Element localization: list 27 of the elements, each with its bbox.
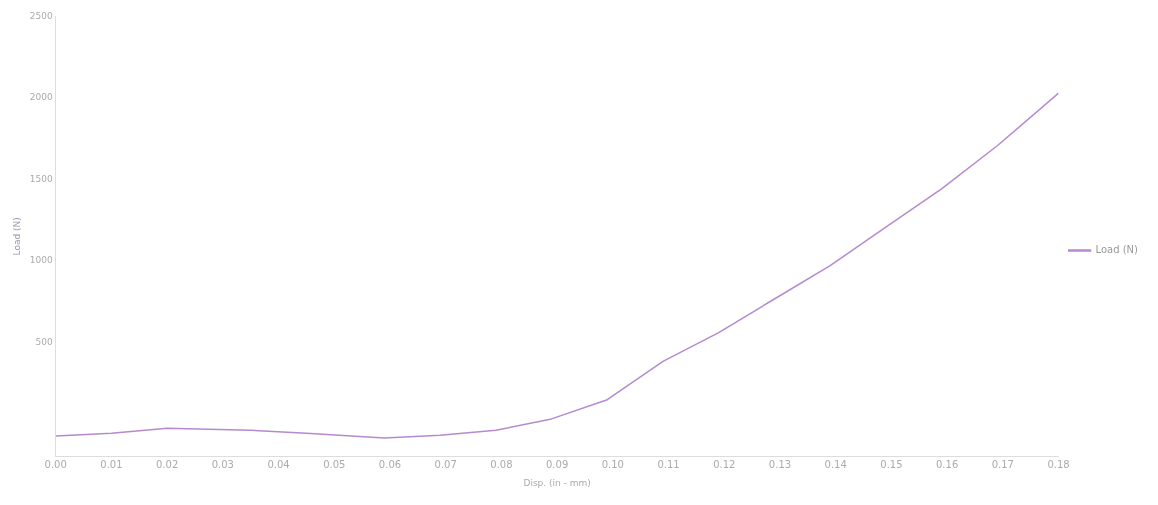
- y-tick-label: 500: [35, 336, 53, 347]
- y-tick-label: 1500: [29, 173, 53, 184]
- x-tick-label: 0.07: [434, 458, 457, 470]
- y-tick-label: 1000: [29, 255, 53, 266]
- x-tick-label: 0.14: [824, 458, 847, 470]
- x-tick-label: 0.10: [601, 458, 624, 470]
- x-tick-label: 0.02: [156, 458, 179, 470]
- x-axis-title: Disp. (in - mm): [523, 477, 591, 488]
- y-tick-label: 2500: [29, 10, 53, 21]
- x-tick-label: 0.09: [545, 458, 569, 470]
- x-tick-label: 0.06: [378, 458, 402, 470]
- x-tick-label: 0.08: [490, 458, 513, 470]
- x-tick-label: 0.03: [211, 458, 234, 470]
- x-tick-label: 0.05: [323, 458, 346, 470]
- legend-label: Load (N): [1095, 244, 1139, 256]
- x-tick-label: 0.04: [267, 458, 290, 470]
- x-tick-label: 0.16: [935, 458, 959, 470]
- x-tick-label: 0.01: [100, 458, 123, 470]
- x-tick-label: 0.17: [991, 458, 1014, 470]
- x-tick-label: 0.11: [657, 458, 680, 470]
- x-tick-label: 0.18: [1047, 458, 1070, 470]
- x-tick-label: 0.15: [880, 458, 903, 470]
- y-tick-label: 2000: [29, 92, 53, 103]
- x-tick-label: 0.13: [768, 458, 792, 470]
- y-axis-title: Load (N): [11, 217, 22, 256]
- x-tick-label: 0.12: [713, 458, 736, 470]
- x-tick-label: 0.00: [44, 458, 67, 470]
